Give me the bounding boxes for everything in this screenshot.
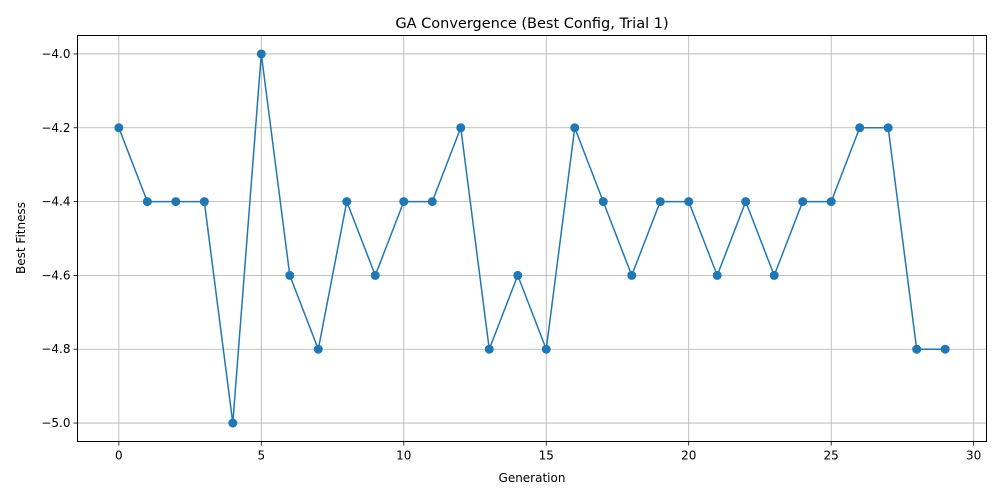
data-point (114, 123, 124, 133)
x-tick-label: 10 (396, 449, 411, 463)
data-point (627, 270, 637, 280)
data-point (684, 197, 694, 207)
x-tick-label: 15 (539, 449, 554, 463)
data-point (769, 270, 779, 280)
data-point (142, 197, 152, 207)
data-point (541, 344, 551, 354)
x-tick-label: 0 (115, 449, 123, 463)
x-tick-label: 5 (257, 449, 265, 463)
data-point (399, 197, 409, 207)
data-point (570, 123, 580, 133)
y-tick-label: −4.2 (41, 121, 70, 135)
data-point (171, 197, 181, 207)
data-point (712, 270, 722, 280)
x-tick-label: 20 (681, 449, 696, 463)
grid (77, 35, 987, 442)
data-point (199, 197, 209, 207)
x-axis-label: Generation (499, 471, 566, 485)
data-point (228, 418, 238, 428)
data-point (513, 270, 523, 280)
y-tick-label: −4.4 (41, 195, 70, 209)
x-tick-label: 25 (824, 449, 839, 463)
data-point (427, 197, 437, 207)
series-line (118, 53, 946, 424)
data-point (285, 270, 295, 280)
y-axis-label: Best Fitness (14, 202, 28, 274)
y-tick-label: −4.6 (41, 268, 70, 282)
data-point (456, 123, 466, 133)
y-tick-label: −5.0 (41, 416, 70, 430)
data-point (342, 197, 352, 207)
data-point (598, 197, 608, 207)
data-point (883, 123, 893, 133)
data-point (484, 344, 494, 354)
y-tick-label: −4.0 (41, 47, 70, 61)
data-point (655, 197, 665, 207)
plot-frame (77, 35, 987, 442)
y-axis: −5.0 −4.8 −4.6 −4.4 −4.2 −4.0 (41, 47, 78, 430)
data-point (798, 197, 808, 207)
series-layer (114, 49, 950, 428)
data-point (370, 270, 380, 280)
x-axis: 0 5 10 15 20 25 30 (115, 441, 981, 463)
data-point (940, 344, 950, 354)
data-point (912, 344, 922, 354)
x-tick-label: 30 (966, 449, 981, 463)
data-point (256, 49, 266, 59)
data-point (313, 344, 323, 354)
data-point (855, 123, 865, 133)
chart-title: GA Convergence (Best Config, Trial 1) (395, 16, 668, 32)
y-tick-label: −4.8 (41, 342, 70, 356)
data-point (826, 197, 836, 207)
data-point (741, 197, 751, 207)
